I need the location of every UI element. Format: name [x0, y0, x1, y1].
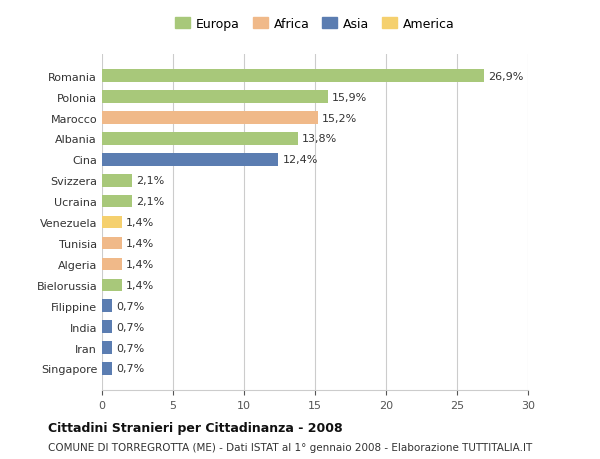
Text: 1,4%: 1,4%: [126, 259, 154, 269]
Bar: [102, 363, 112, 375]
Text: 1,4%: 1,4%: [126, 280, 154, 290]
Bar: [102, 196, 132, 208]
Text: 13,8%: 13,8%: [302, 134, 337, 144]
Bar: [102, 70, 484, 83]
Bar: [102, 216, 122, 229]
Text: 1,4%: 1,4%: [126, 218, 154, 228]
Bar: [102, 258, 122, 271]
Text: 1,4%: 1,4%: [126, 239, 154, 248]
Bar: [102, 154, 278, 166]
Bar: [102, 174, 132, 187]
Text: 12,4%: 12,4%: [283, 155, 318, 165]
Bar: [102, 133, 298, 146]
Text: 2,1%: 2,1%: [136, 176, 164, 186]
Bar: [102, 279, 122, 291]
Text: 0,7%: 0,7%: [116, 301, 145, 311]
Bar: [102, 321, 112, 333]
Bar: [102, 341, 112, 354]
Text: 0,7%: 0,7%: [116, 364, 145, 374]
Legend: Europa, Africa, Asia, America: Europa, Africa, Asia, America: [175, 18, 455, 31]
Text: COMUNE DI TORREGROTTA (ME) - Dati ISTAT al 1° gennaio 2008 - Elaborazione TUTTIT: COMUNE DI TORREGROTTA (ME) - Dati ISTAT …: [48, 442, 532, 452]
Text: 2,1%: 2,1%: [136, 197, 164, 207]
Bar: [102, 237, 122, 250]
Bar: [102, 112, 318, 124]
Text: Cittadini Stranieri per Cittadinanza - 2008: Cittadini Stranieri per Cittadinanza - 2…: [48, 421, 343, 435]
Text: 0,7%: 0,7%: [116, 343, 145, 353]
Text: 0,7%: 0,7%: [116, 322, 145, 332]
Text: 15,2%: 15,2%: [322, 113, 358, 123]
Bar: [102, 91, 328, 104]
Text: 26,9%: 26,9%: [488, 72, 524, 82]
Bar: [102, 300, 112, 312]
Text: 15,9%: 15,9%: [332, 92, 367, 102]
